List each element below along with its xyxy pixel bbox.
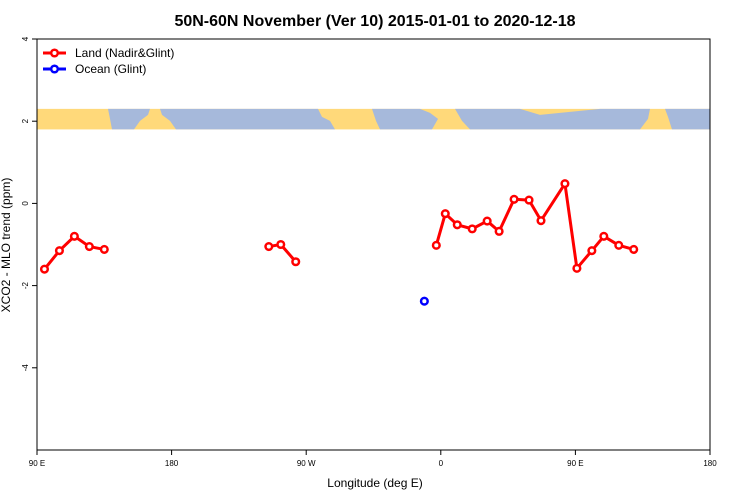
- land-point-13: [494, 226, 504, 236]
- land-point-2: [69, 231, 79, 241]
- y-tick-label-2: 0: [21, 201, 30, 206]
- land-point-14: [509, 194, 519, 204]
- land-series-line-2: [434, 182, 635, 270]
- land-point-3: [84, 242, 94, 252]
- chart-title: 50N-60N November (Ver 10) 2015-01-01 to …: [174, 13, 575, 30]
- x-axis: 90 E 180 90 W 0 90 E 180: [29, 450, 717, 468]
- land-point-10: [452, 220, 462, 230]
- land-point-15: [524, 195, 534, 205]
- map-strip-ocean-1: [160, 108, 335, 130]
- legend-ocean-label: Ocean (Glint): [75, 62, 146, 76]
- land-point-11: [467, 224, 477, 234]
- x-tick-label-2: 90 W: [297, 459, 316, 468]
- land-point-17: [560, 179, 570, 189]
- land-series-line-0: [43, 234, 105, 271]
- land-point-20: [599, 231, 609, 241]
- map-strip-ocean-2: [372, 108, 438, 130]
- land-point-9: [440, 209, 450, 219]
- land-point-21: [614, 240, 624, 250]
- x-axis-label: Longitude (deg E): [327, 476, 422, 490]
- land-point-7: [291, 257, 301, 267]
- land-point-1: [54, 246, 64, 256]
- land-point-8: [431, 240, 441, 250]
- legend-land-label: Land (Nadir&Glint): [75, 46, 174, 60]
- legend-ocean-marker: [49, 64, 60, 74]
- y-tick-label-0: 4: [21, 36, 30, 41]
- x-tick-label-5: 180: [703, 459, 717, 468]
- y-tick-label-3: -2: [21, 281, 30, 289]
- map-strip-ocean-0: [108, 108, 150, 130]
- x-tick-label-1: 180: [165, 459, 179, 468]
- series-layer: [39, 179, 639, 306]
- x-tick-label-0: 90 E: [29, 459, 45, 468]
- land-point-19: [587, 246, 597, 256]
- x-tick-label-4: 90 E: [567, 459, 583, 468]
- land-point-22: [629, 244, 639, 254]
- map-strip-ocean-4: [665, 108, 710, 130]
- land-point-0: [39, 264, 50, 274]
- y-axis-label: XCO2 - MLO trend (ppm): [0, 178, 13, 313]
- legend-land-marker: [49, 48, 60, 58]
- land-point-16: [536, 216, 546, 226]
- map-strip-ocean-3: [455, 108, 650, 130]
- land-point-12: [482, 216, 492, 226]
- legend: Land (Nadir&Glint) Ocean (Glint): [43, 46, 174, 76]
- land-point-18: [572, 263, 582, 273]
- land-point-4: [99, 244, 109, 254]
- land-point-6: [276, 239, 286, 250]
- land-point-5: [264, 242, 274, 252]
- ocean-point-0: [419, 296, 429, 306]
- y-axis: 4 2 0 -2 -4: [21, 36, 37, 371]
- y-tick-label-4: -4: [21, 364, 30, 372]
- plot-frame: [36, 38, 711, 451]
- world-map-strip: [37, 108, 710, 130]
- y-tick-label-1: 2: [21, 118, 30, 123]
- x-tick-label-3: 0: [439, 459, 444, 468]
